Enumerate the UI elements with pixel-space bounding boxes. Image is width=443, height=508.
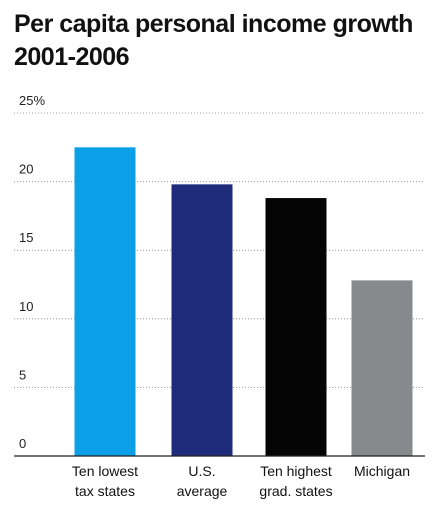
bar-1 [171,184,233,456]
chart-title: Per capita personal income growth 2001-2… [14,8,439,74]
bar-3 [351,280,413,456]
category-label-1-0: U.S. [188,463,215,479]
category-label-2-1: grad. states [259,483,332,499]
category-label-0-1: tax states [75,483,135,499]
y-tick-label-0: 0 [19,436,26,451]
y-tick-label-10: 10 [19,299,33,314]
category-label-2-0: Ten highest [260,463,332,479]
category-label-1-1: average [177,483,228,499]
bar-0 [74,147,136,457]
chart-title-line-1: Per capita personal income growth [14,10,413,38]
category-label-0-0: Ten lowest [72,463,138,479]
y-tick-label-20: 20 [19,162,33,177]
y-tick-label-15: 15 [19,230,33,245]
chart-title-line-2: 2001-2006 [14,43,130,71]
y-tick-label-25: 25% [19,93,45,108]
bar-2 [265,198,327,456]
category-label-3-0: Michigan [354,463,410,479]
y-tick-label-5: 5 [19,367,26,382]
